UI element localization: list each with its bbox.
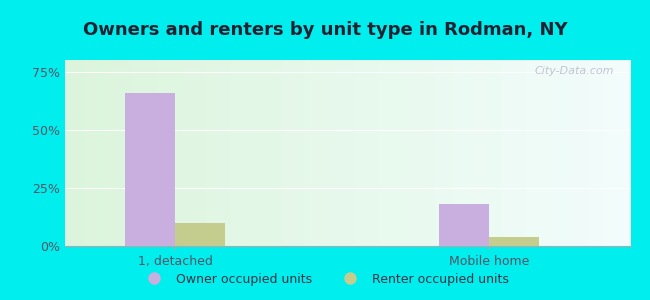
Bar xyxy=(125,92,175,246)
Bar xyxy=(175,223,225,246)
Bar xyxy=(489,237,540,246)
Text: City-Data.com: City-Data.com xyxy=(534,66,614,76)
Bar xyxy=(439,204,489,246)
Legend: Owner occupied units, Renter occupied units: Owner occupied units, Renter occupied un… xyxy=(136,268,514,291)
Text: Owners and renters by unit type in Rodman, NY: Owners and renters by unit type in Rodma… xyxy=(83,21,567,39)
